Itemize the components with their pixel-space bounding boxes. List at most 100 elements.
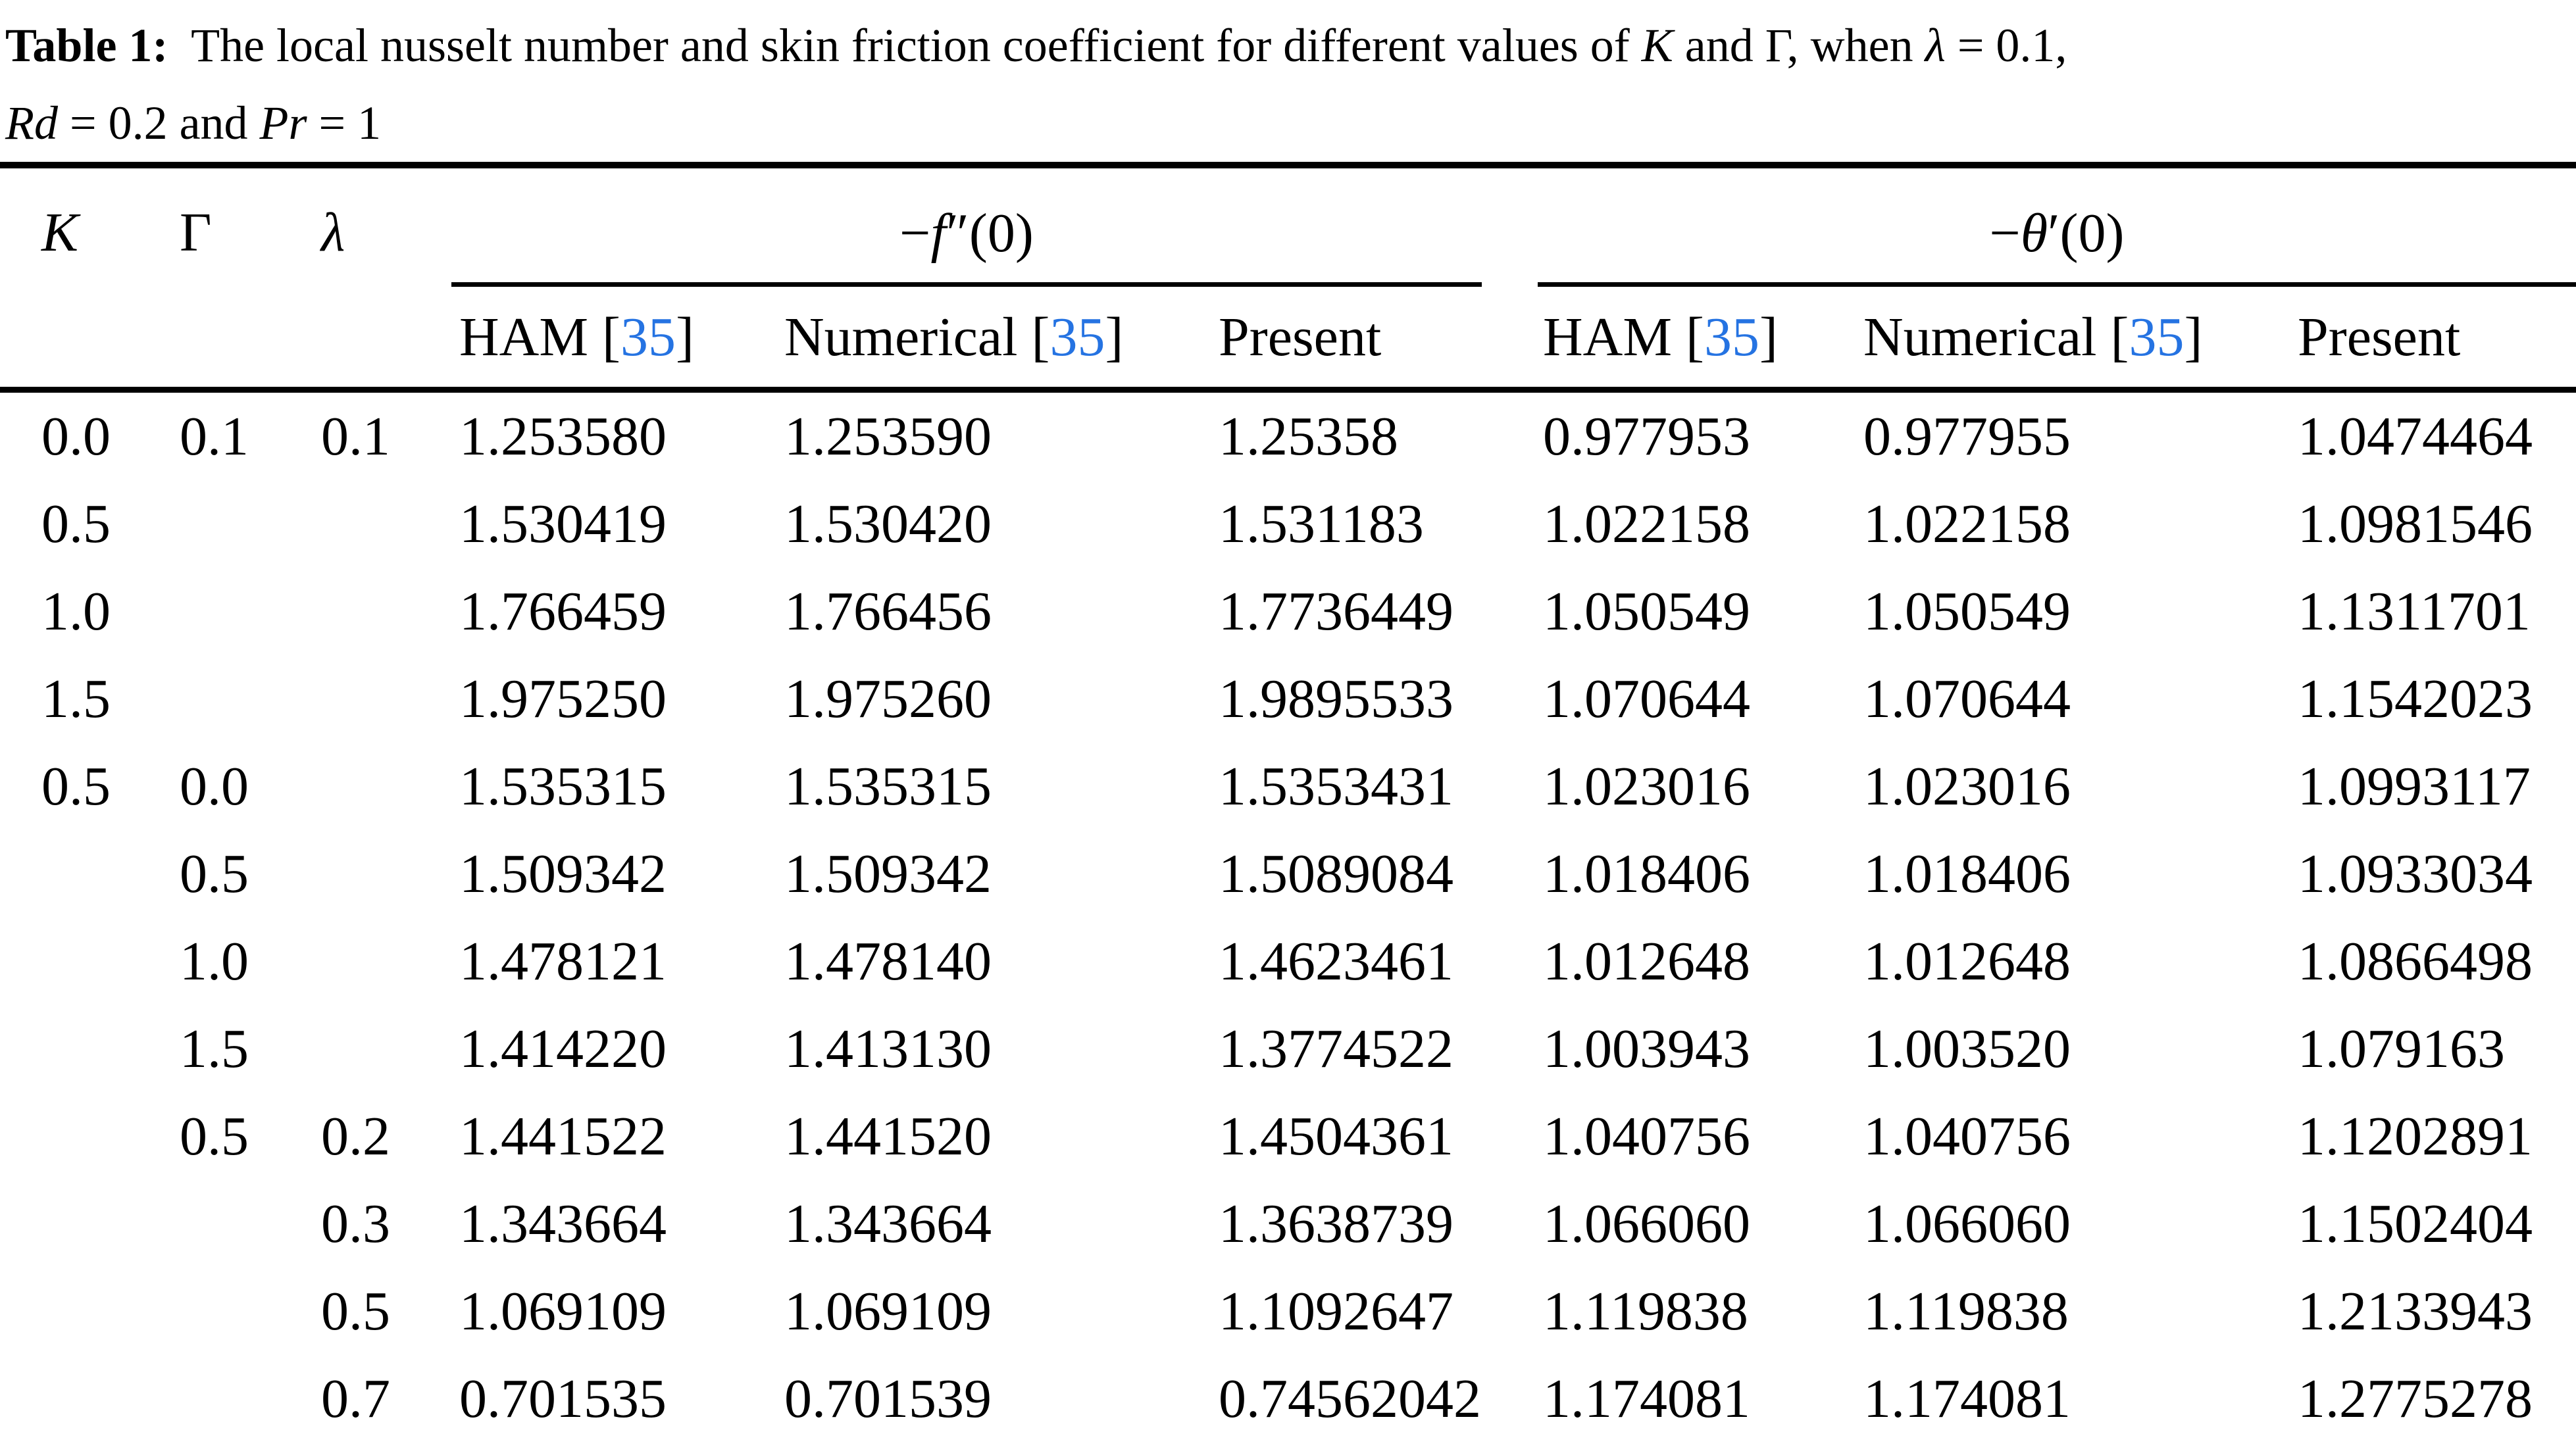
table-row: 0.5 1.069109 1.069109 1.1092647 1.119838…: [0, 1268, 2576, 1355]
table-cell: 1.066060: [1863, 1193, 2071, 1254]
table-cell: 1.0993117: [2298, 756, 2531, 817]
text-run: ′(0): [2048, 203, 2125, 264]
table-cell: [0, 1005, 180, 1093]
table-cell: 1.5089084: [1219, 843, 1453, 904]
text-run: ]: [2184, 306, 2203, 368]
table-cell: 1.119838: [1543, 1281, 1748, 1342]
citation-link[interactable]: 35: [2129, 306, 2185, 368]
table-cell: 1.530419: [459, 493, 667, 555]
table-cell: 1.1311701: [2298, 581, 2531, 642]
table-cell: 1.1202891: [2298, 1106, 2533, 1167]
table-cell: 1.022158: [1863, 493, 2071, 555]
table-cell: 0.0: [41, 406, 111, 467]
table-cell: 1.343664: [784, 1193, 992, 1254]
empty-header-cell: [321, 287, 459, 393]
text-run: = 1: [307, 97, 382, 149]
table-cell: 1.478140: [784, 931, 992, 992]
table-row: 0.5 1.530419 1.530420 1.531183 1.022158 …: [0, 480, 2576, 568]
table-cell: 1.509342: [784, 843, 992, 904]
text-run: Table 1:: [5, 19, 168, 72]
table-cell: 0.701539: [784, 1368, 992, 1429]
table-cell: 0.5: [180, 843, 249, 904]
group-header-skin-friction: −f″(0): [451, 165, 1543, 287]
table-cell: 1.5: [41, 668, 111, 729]
table-cell: 1.018406: [1863, 843, 2071, 904]
table-cell: [0, 830, 180, 918]
table-cell: 1.023016: [1543, 756, 1750, 817]
text-run: K: [1641, 19, 1673, 72]
table-cell: 1.2775278: [2298, 1368, 2533, 1429]
table-cell: [180, 1355, 321, 1434]
table-cell: 1.1502404: [2298, 1193, 2533, 1254]
table-cell: 1.1542023: [2298, 668, 2533, 729]
table-cell: 1.535315: [459, 756, 667, 817]
col-header-K: K: [0, 165, 180, 287]
table-cell: [321, 830, 459, 918]
table-cell: 1.040756: [1543, 1106, 1750, 1167]
subheader-f-numerical: Numerical [35]: [784, 287, 1219, 393]
empty-header-cell: [0, 287, 180, 393]
table-caption-line-2: Rd = 0.2 and Pr = 1: [5, 84, 2572, 162]
table-cell: 0.5: [321, 1281, 390, 1342]
table-cell: 1.0474464: [2298, 406, 2533, 467]
table-cell: 1.975250: [459, 668, 667, 729]
table-row: 0.5 0.0 1.535315 1.535315 1.5353431 1.02…: [0, 743, 2576, 830]
text-run: −: [899, 203, 931, 264]
table-row: 1.5 1.414220 1.413130 1.3774522 1.003943…: [0, 1005, 2576, 1093]
table-cell: 0.7: [321, 1368, 390, 1429]
citation-link[interactable]: 35: [620, 306, 676, 368]
table-cell: 1.018406: [1543, 843, 1750, 904]
table-cell: [321, 918, 459, 1005]
group-header-nusselt: −θ′(0): [1538, 165, 2576, 287]
citation-link[interactable]: 35: [1704, 306, 1759, 368]
table-cell: 1.012648: [1863, 931, 2071, 992]
text-run: ″(0): [946, 203, 1034, 264]
table-row: 0.5 1.509342 1.509342 1.5089084 1.018406…: [0, 830, 2576, 918]
table-cell: [321, 568, 459, 655]
citation-link[interactable]: 35: [1049, 306, 1105, 368]
table-cell: 1.509342: [459, 843, 667, 904]
table-row: 1.0 1.478121 1.478140 1.4623461 1.012648…: [0, 918, 2576, 1005]
table-cell: 1.4504361: [1219, 1106, 1453, 1167]
text-run: and Γ, when: [1673, 19, 1925, 72]
table-cell: 0.3: [321, 1193, 390, 1254]
table-cell: [180, 1268, 321, 1355]
header-sub-row: HAM [35] Numerical [35] Present HAM [35]…: [0, 287, 2576, 393]
table-cell: 1.050549: [1863, 581, 2071, 642]
table-cell: 1.441520: [784, 1106, 992, 1167]
table-cell: 1.4623461: [1219, 931, 1453, 992]
table-cell: 1.343664: [459, 1193, 667, 1254]
table-row: 0.5 0.2 1.441522 1.441520 1.4504361 1.04…: [0, 1093, 2576, 1180]
text-run: Numerical [: [1863, 306, 2129, 368]
table-cell: [321, 655, 459, 743]
table-caption: Table 1: The local nusselt number and sk…: [0, 0, 2576, 162]
table-cell: 1.535315: [784, 756, 992, 817]
text-run: ]: [676, 306, 694, 368]
table-row: 1.5 1.975250 1.975260 1.9895533 1.070644…: [0, 655, 2576, 743]
table-cell: [0, 1268, 180, 1355]
table-cell: 1.003520: [1863, 1018, 2071, 1079]
table-cell: 0.1: [321, 406, 390, 467]
table-cell: 1.766459: [459, 581, 667, 642]
table-cell: 1.022158: [1543, 493, 1750, 555]
table-cell: 1.5: [180, 1018, 249, 1079]
table-cell: 1.531183: [1219, 493, 1424, 555]
table-cell: [180, 655, 321, 743]
text-run: ]: [1105, 306, 1124, 368]
col-header-lambda: λ: [321, 165, 459, 287]
text-run: Γ: [180, 202, 212, 263]
table-cell: [0, 1355, 180, 1434]
table-cell: 1.413130: [784, 1018, 992, 1079]
table-cell: 1.2133943: [2298, 1281, 2533, 1342]
subheader-theta-present: Present: [2298, 287, 2576, 393]
table-cell: 0.977955: [1863, 406, 2071, 467]
table-row: 0.3 1.343664 1.343664 1.3638739 1.066060…: [0, 1180, 2576, 1268]
table-cell: 1.119838: [1863, 1281, 2069, 1342]
text-run: −: [1989, 203, 2021, 264]
text-run: Pr: [259, 97, 307, 149]
subheader-theta-numerical: Numerical [35]: [1863, 287, 2298, 393]
table-cell: 0.977953: [1543, 406, 1750, 467]
table-row: 0.0 0.1 0.1 1.253580 1.253590 1.25358 0.…: [0, 390, 2576, 481]
table-cell: 1.069109: [459, 1281, 667, 1342]
text-run: HAM [: [1543, 306, 1704, 368]
